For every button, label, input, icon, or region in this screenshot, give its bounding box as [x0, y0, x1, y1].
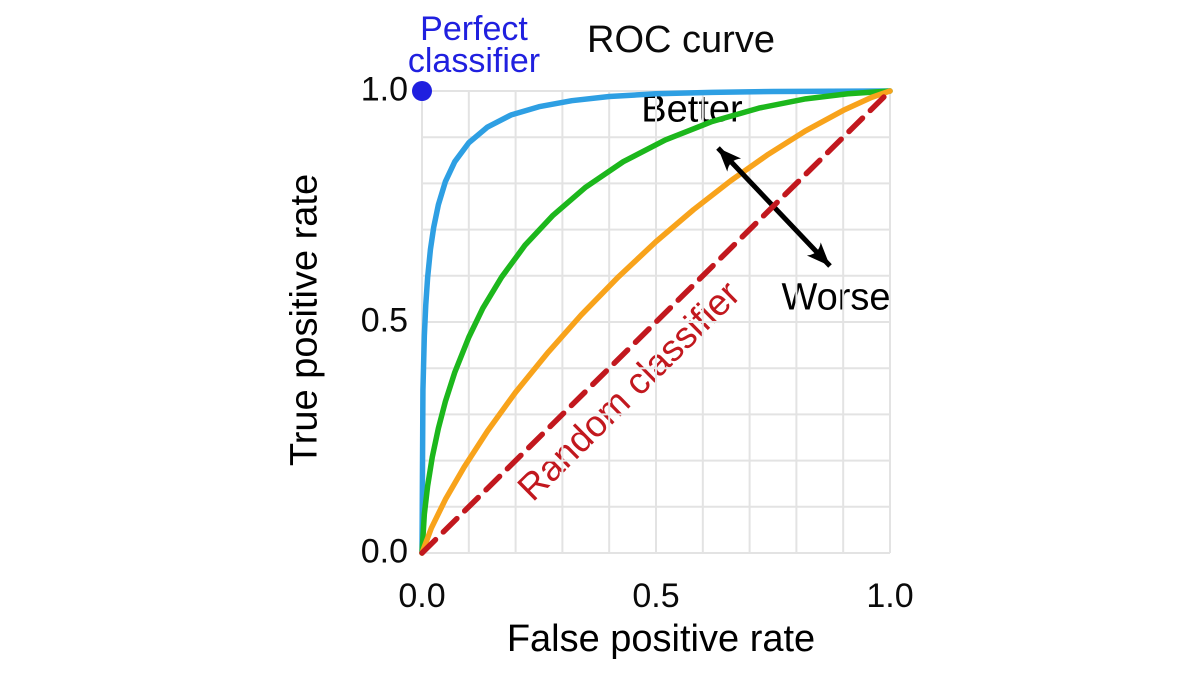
plot-svg [412, 81, 893, 556]
plot-area [412, 81, 893, 556]
x-tick-1.0: 1.0 [866, 577, 914, 615]
roc-curves [419, 88, 893, 556]
orange-roc-curve [419, 88, 893, 556]
chart-title: ROC curve [587, 19, 775, 61]
worse-label: Worse [781, 276, 891, 319]
perfect-classifier-label: Perfect classifier [407, 10, 541, 80]
y-tick-0.5: 0.5 [360, 301, 408, 340]
x-axis-label: False positive rate [506, 618, 816, 660]
random-classifier-line-layer [419, 88, 893, 556]
perfect-classifier-point [412, 81, 432, 101]
blue-roc-curve [419, 88, 893, 556]
perfect-classifier-label-line1: Perfect [420, 10, 528, 48]
y-tick-0.0: 0.0 [360, 532, 408, 571]
x-tick-0.5: 0.5 [632, 577, 680, 615]
point-markers [412, 81, 432, 101]
green-roc-curve [419, 88, 893, 556]
perfect-classifier-label-line2: classifier [407, 42, 541, 80]
y-tick-1.0: 1.0 [360, 70, 408, 109]
x-tick-0.0: 0.0 [398, 577, 446, 615]
random-classifier-line [419, 88, 893, 556]
